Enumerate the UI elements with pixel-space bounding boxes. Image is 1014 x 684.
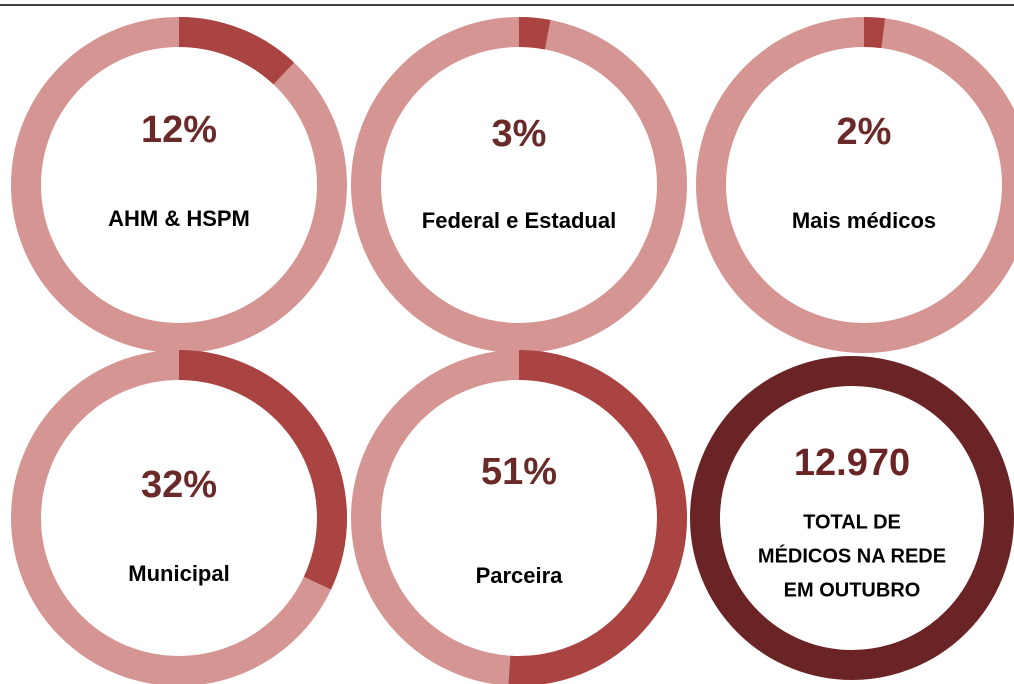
percent-label: 32% [141, 464, 217, 506]
donut-segment [518, 17, 551, 50]
category-label: Municipal [128, 561, 229, 586]
category-label: Mais médicos [792, 208, 936, 233]
donut-track [696, 17, 1014, 353]
donut-track [351, 17, 687, 353]
total-label: MÉDICOS NA REDE [758, 544, 946, 567]
percent-label: 12% [141, 109, 217, 151]
percent-label: 3% [492, 113, 547, 155]
category-label: Parceira [476, 563, 564, 588]
donut-segment [508, 350, 687, 684]
donut-track [11, 17, 347, 353]
total-label: TOTAL DE [803, 511, 901, 533]
total-label: EM OUTUBRO [784, 579, 921, 601]
donut-segment [178, 17, 295, 85]
percent-label: 2% [837, 111, 892, 153]
category-label: Federal e Estadual [422, 208, 616, 233]
donut-segment [863, 17, 886, 49]
percent-label: 51% [481, 451, 557, 493]
category-label: AHM & HSPM [108, 206, 250, 231]
total-value: 12.970 [794, 442, 910, 484]
total-ring [690, 356, 1014, 680]
donut-segment [178, 350, 347, 590]
